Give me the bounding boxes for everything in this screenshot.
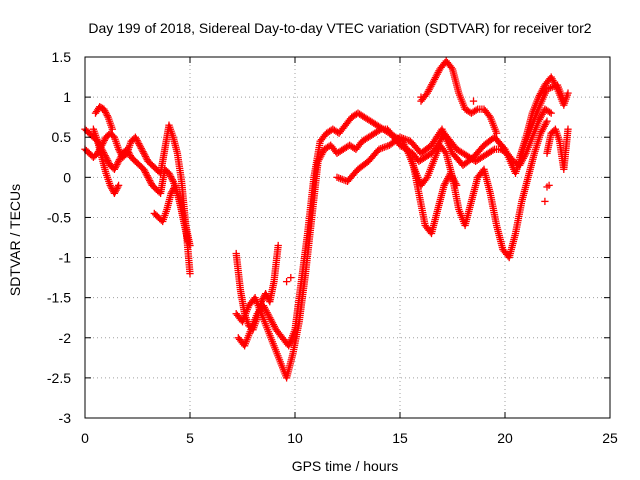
data-point <box>114 181 123 190</box>
y-tick-label: 0.5 <box>52 129 72 145</box>
y-tick-label: -2.5 <box>47 370 71 386</box>
y-axis-tick-labels: -3 -2.5 -2 -1.5 -1 -0.5 0 0.5 1 1.5 <box>47 49 71 426</box>
data-point <box>543 117 551 125</box>
y-tick-label: 1 <box>63 89 71 105</box>
x-axis-tick-labels: 0 5 10 15 20 25 <box>81 430 618 446</box>
y-tick-label: -3 <box>59 410 72 426</box>
data-point <box>492 129 501 137</box>
y-tick-label: 0 <box>63 169 71 185</box>
data-point <box>541 197 549 206</box>
series <box>150 181 192 246</box>
chart-title: Day 199 of 2018, Sidereal Day-to-day VTE… <box>88 20 591 36</box>
series <box>234 109 551 350</box>
y-tick-label: -1.5 <box>47 290 71 306</box>
y-tick-label: -0.5 <box>47 209 71 225</box>
y-tick-label: -2 <box>59 330 72 346</box>
x-tick-label: 25 <box>602 430 618 446</box>
x-tick-label: 10 <box>287 430 303 446</box>
data-layer <box>81 57 572 382</box>
data-point <box>282 277 291 286</box>
x-axis-label: GPS time / hours <box>292 458 399 474</box>
data-point <box>186 269 194 278</box>
plot-frame <box>84 56 611 419</box>
x-tick-label: 5 <box>186 430 194 446</box>
series <box>408 157 461 238</box>
x-tick-label: 15 <box>392 430 408 446</box>
data-point <box>545 181 553 190</box>
series <box>89 125 123 198</box>
data-point <box>417 93 425 101</box>
data-point <box>469 97 478 105</box>
y-tick-label: 1.5 <box>52 49 72 65</box>
series <box>516 73 572 161</box>
data-point <box>184 237 192 246</box>
data-point <box>274 241 282 250</box>
x-tick-label: 0 <box>81 430 89 446</box>
axis-ticks <box>84 56 611 419</box>
isolated-points <box>282 93 553 286</box>
series <box>543 125 572 173</box>
series <box>91 103 116 133</box>
data-point <box>453 181 461 190</box>
series <box>232 241 282 334</box>
data-point <box>564 125 572 133</box>
data-point <box>547 109 555 117</box>
x-tick-label: 20 <box>497 430 513 446</box>
data-point <box>287 273 295 282</box>
series <box>333 81 568 185</box>
data-point <box>564 89 572 97</box>
y-tick-label: -1 <box>59 250 72 266</box>
series <box>417 57 501 137</box>
data-point <box>108 125 116 133</box>
y-axis-label: SDTVAR / TECUs <box>7 184 23 296</box>
